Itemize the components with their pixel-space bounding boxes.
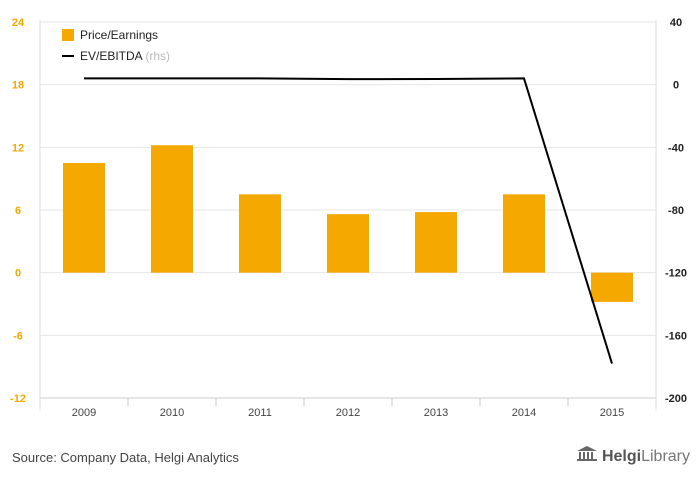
line-series [83,77,613,364]
x-tick-label: 2015 [600,407,624,419]
left-tick-label: 6 [15,205,21,217]
bar [503,194,545,273]
right-tick-label: -120 [665,268,687,280]
x-tick-label: 2011 [248,407,272,419]
left-y-axis: 24 18 12 6 0 -6 -12 [10,17,26,405]
x-tick-label: 2009 [72,407,96,419]
x-axis: 2009 2010 2011 2012 2013 2014 2015 [40,397,656,419]
bar [415,212,457,273]
right-y-axis: 40 0 -40 -80 -120 -160 -200 [665,17,687,405]
left-tick-label: -12 [10,393,26,405]
legend-swatch-bar [62,29,74,41]
right-tick-label: -200 [665,393,687,405]
x-tick-label: 2014 [512,407,536,419]
bar [63,163,105,273]
legend-label-price-earnings: Price/Earnings [80,28,158,42]
left-tick-label: 18 [12,80,24,92]
logo-text-library: Library [641,447,690,465]
legend-label-ev-ebitda: EV/EBITDA (rhs) [80,49,170,63]
left-tick-label: 24 [12,17,25,29]
chart-area: 2009 2010 2011 2012 2013 2014 2015 24 18 12 6 0 -6 -… [10,17,687,419]
x-tick-label: 2010 [160,407,184,419]
right-tick-label: 40 [670,17,682,29]
left-tick-label: 12 [12,142,24,154]
legend: Price/Earnings EV/EBITDA (rhs) [62,28,170,63]
right-tick-label: -80 [668,205,684,217]
bar-series [63,145,633,302]
bar [151,145,193,273]
helgi-library-logo[interactable]: Helgi Library [576,446,690,467]
x-tick-label: 2013 [424,407,448,419]
left-tick-label: 0 [15,268,21,280]
bar [327,214,369,273]
left-tick-label: -6 [13,330,23,342]
x-tick-label: 2012 [336,407,360,419]
right-tick-label: -40 [668,142,684,154]
legend-rhs-note: (rhs) [145,49,170,63]
source-note: Source: Company Data, Helgi Analytics [12,450,239,465]
bar [591,272,633,302]
library-building-icon [576,446,598,467]
bar [239,194,281,273]
right-tick-label: 0 [673,80,679,92]
right-tick-label: -160 [665,330,687,342]
logo-text-helgi: Helgi [601,447,642,465]
